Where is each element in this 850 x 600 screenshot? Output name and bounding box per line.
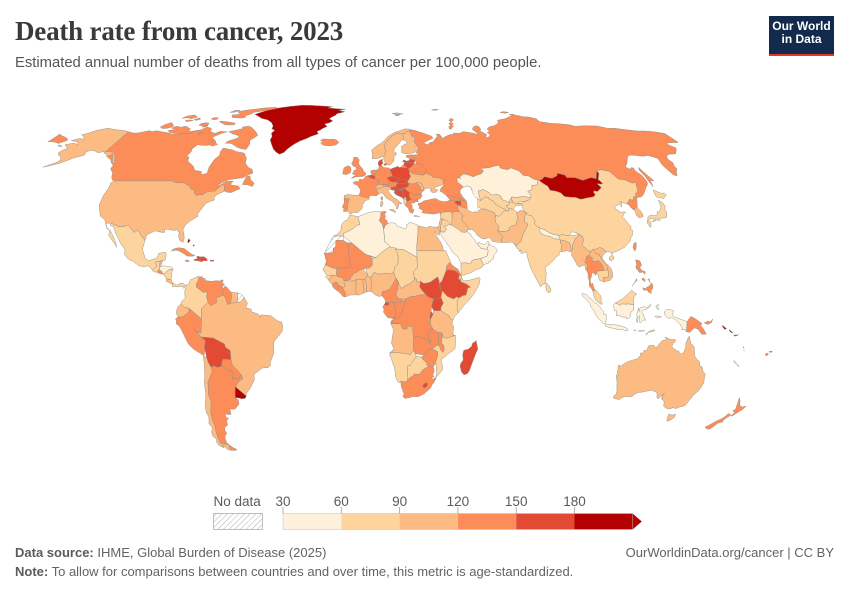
svg-text:120: 120 [447,494,470,509]
svg-text:150: 150 [505,494,528,509]
svg-text:No data: No data [214,494,262,509]
svg-text:30: 30 [275,494,290,509]
svg-text:180: 180 [563,494,586,509]
svg-text:60: 60 [334,494,349,509]
svg-text:90: 90 [392,494,407,509]
